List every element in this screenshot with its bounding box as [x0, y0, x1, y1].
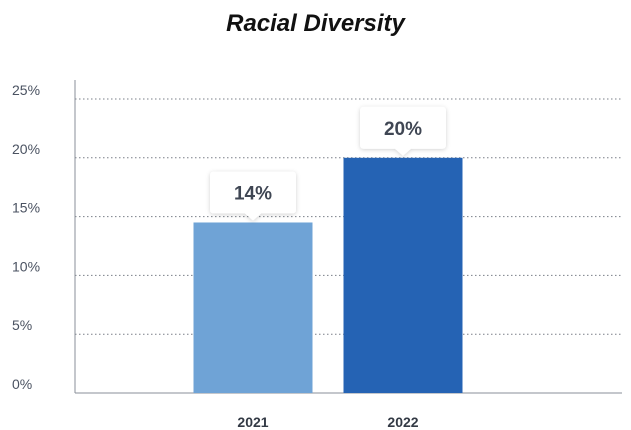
data-label-callout	[360, 106, 446, 156]
data-label-callout	[210, 171, 296, 221]
y-tick-label: 20%	[12, 141, 40, 157]
y-tick-label: 0%	[12, 376, 32, 392]
bar-2022	[343, 157, 463, 393]
x-tick-label: 2022	[387, 414, 418, 430]
y-tick-label: 5%	[12, 317, 32, 333]
data-label: 14%	[234, 183, 272, 204]
y-tick-label: 10%	[12, 258, 40, 274]
data-label: 20%	[384, 119, 422, 140]
bar-2021	[193, 222, 313, 393]
x-tick-label: 2021	[237, 414, 268, 430]
y-tick-label: 15%	[12, 200, 40, 216]
chart-title: Racial Diversity	[226, 10, 405, 37]
y-tick-label: 25%	[12, 82, 40, 98]
